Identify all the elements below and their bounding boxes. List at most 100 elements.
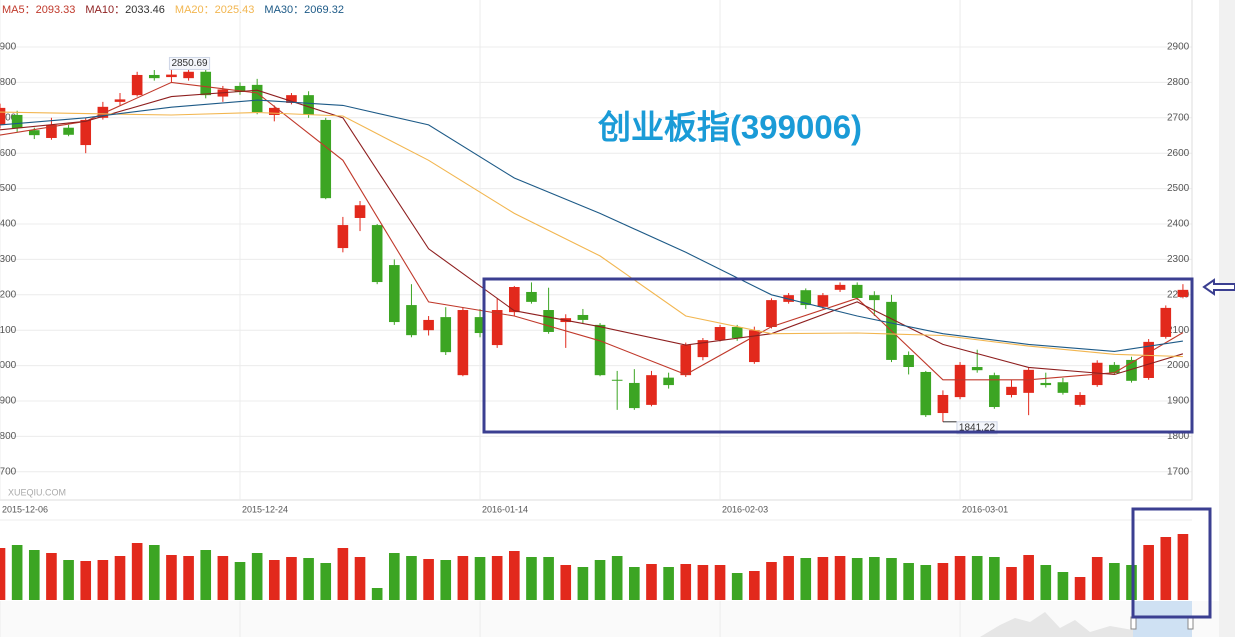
- candle-body: [646, 375, 657, 405]
- volume-bar: [937, 563, 949, 600]
- volume-bar: [234, 562, 246, 600]
- volume-bar: [1177, 534, 1189, 600]
- candle-body: [594, 324, 606, 376]
- scrollbar[interactable]: [1219, 0, 1235, 637]
- candle-body: [1143, 341, 1154, 378]
- volume-bar: [1109, 563, 1120, 600]
- volume-bar: [303, 558, 314, 600]
- y-tick-label-left: 2200: [0, 289, 17, 300]
- x-tick-label: 2015-12-24: [242, 504, 288, 514]
- candle-body: [1057, 382, 1069, 393]
- y-tick-label-left: 2600: [0, 148, 17, 159]
- volume-bar: [474, 557, 486, 600]
- volume-bar: [817, 557, 829, 600]
- candle-body: [320, 119, 332, 199]
- candle-body: [851, 284, 863, 298]
- candle-body: [749, 330, 760, 363]
- y-tick-label: 2900: [1167, 42, 1190, 53]
- candle-body: [1109, 364, 1120, 374]
- volume-bar: [869, 557, 880, 600]
- candle-body: [46, 124, 57, 138]
- candle-body: [509, 287, 520, 313]
- candle-body: [680, 345, 692, 376]
- volume-bar: [440, 560, 452, 600]
- navigator-selection[interactable]: [1133, 601, 1192, 637]
- legend-value: 2025.43: [215, 4, 255, 16]
- candle-body: [406, 305, 417, 336]
- y-tick-label-left: 2700: [0, 112, 17, 123]
- candle-body: [1040, 382, 1052, 386]
- y-tick-label: 2700: [1167, 112, 1190, 123]
- volume-bar: [800, 558, 812, 600]
- volume-bar: [509, 551, 520, 600]
- volume-bar: [1160, 537, 1172, 600]
- candle-body: [354, 205, 366, 218]
- volume-bar: [749, 571, 760, 600]
- candle-body: [920, 371, 932, 416]
- candle-body: [629, 382, 640, 409]
- volume-bar: [971, 556, 983, 600]
- volume-bar: [526, 557, 537, 600]
- volume-bar: [11, 545, 23, 600]
- candle-body: [337, 225, 349, 249]
- volume-bar: [28, 550, 40, 600]
- volume-bar: [560, 565, 572, 600]
- candle-body: [817, 295, 829, 307]
- candle-body: [1074, 394, 1086, 405]
- volume-bar: [783, 556, 794, 600]
- y-tick-label: 1700: [1167, 466, 1190, 477]
- candle-body: [286, 95, 297, 103]
- y-tick-label-left: 2400: [0, 219, 17, 230]
- watermark: XUEQIU.COM: [8, 487, 66, 497]
- highlight-box: [482, 277, 1194, 434]
- y-tick-label-left: 1900: [0, 396, 17, 407]
- candle-body: [1023, 369, 1034, 393]
- candle-body: [1006, 386, 1017, 395]
- volume-bar: [131, 543, 143, 600]
- candle-body: [800, 290, 812, 306]
- candle-body: [234, 85, 246, 92]
- volume-bar: [766, 562, 777, 600]
- y-tick-label-left: 2100: [0, 325, 17, 336]
- candle-body: [1126, 359, 1137, 381]
- volume-bar: [491, 556, 503, 600]
- y-tick-label-left: 2800: [0, 77, 17, 88]
- volume-bar: [834, 556, 846, 600]
- volume-bar: [1040, 565, 1052, 600]
- volume-bar: [1126, 565, 1137, 600]
- navigator-handle[interactable]: [1130, 616, 1137, 630]
- volume-bar: [1074, 577, 1086, 600]
- candle-body: [834, 284, 846, 290]
- legend-value: 2093.33: [36, 4, 76, 16]
- x-tick-label: 2016-02-03: [722, 504, 768, 514]
- candle-body: [11, 114, 23, 129]
- volume-bar: [80, 561, 92, 600]
- candle-body: [423, 319, 434, 331]
- volume-bar: [663, 567, 674, 600]
- candle-body: [474, 317, 486, 334]
- volume-bar: [286, 557, 297, 600]
- ma-line: [0, 111, 1183, 358]
- volume-bar: [406, 556, 417, 600]
- candle-body: [80, 119, 92, 146]
- candle-body: [371, 225, 383, 283]
- volume-bar: [1057, 572, 1069, 600]
- navigator-handle[interactable]: [1187, 616, 1194, 630]
- ma-line: [0, 89, 1184, 376]
- candle-body: [543, 310, 554, 332]
- candle-body: [0, 107, 6, 125]
- volume-bar: [371, 588, 383, 600]
- volume-bar: [886, 558, 897, 600]
- y-tick-label-left: 2500: [0, 183, 17, 194]
- candle-body: [731, 327, 743, 338]
- y-tick-label-left: 2000: [0, 360, 17, 371]
- candle-body: [714, 327, 726, 341]
- candle-body: [303, 95, 314, 115]
- x-tick-label: 2016-01-14: [482, 504, 528, 514]
- volume-bar: [903, 563, 914, 600]
- y-tick-label-left: 2900: [0, 42, 17, 53]
- label-box: [168, 56, 211, 70]
- volume-bar: [646, 564, 657, 600]
- navigator-area: [980, 612, 1133, 637]
